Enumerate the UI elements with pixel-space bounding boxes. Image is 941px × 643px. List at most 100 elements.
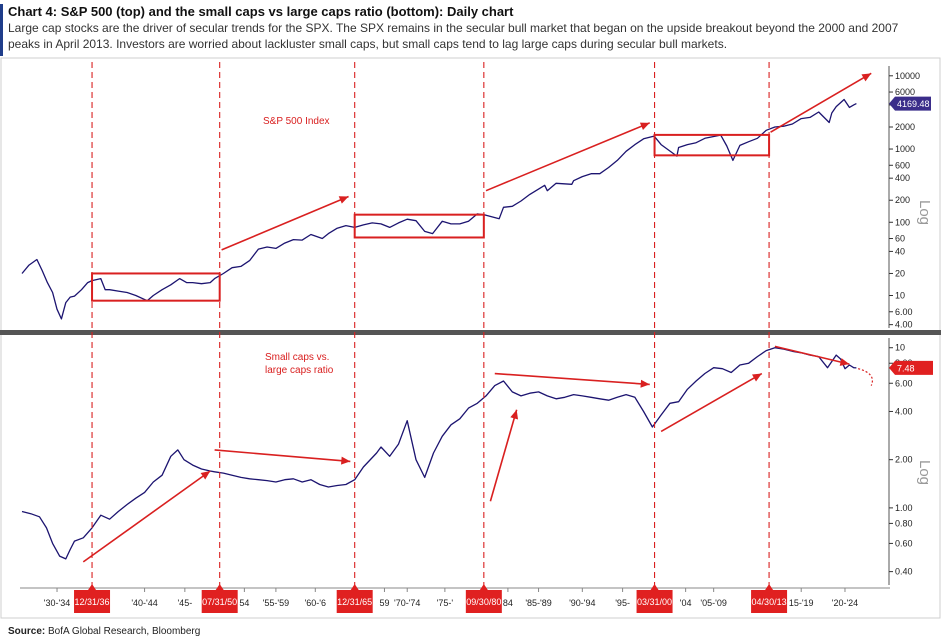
panel-divider (0, 330, 941, 335)
trend-arrow (485, 122, 651, 192)
x-tick-label: '55-'59 (263, 598, 289, 608)
top-ytick-label: 10 (895, 291, 905, 301)
x-tick-label: '70-'74 (394, 598, 420, 608)
bottom-ytick-label: 10 (895, 343, 905, 353)
sp500-line (21, 98, 857, 320)
key-date-label: 07/31/50 (202, 597, 237, 607)
top-ytick-label: 40 (895, 246, 905, 256)
trend-arrow-head (639, 122, 650, 130)
trend-arrow-head (338, 196, 349, 204)
key-date-flag-pointer (350, 584, 359, 590)
top-ytick-label: 6.00 (895, 307, 913, 317)
key-date-flag-pointer (88, 584, 97, 590)
key-date-label: 03/31/00 (637, 597, 672, 607)
chart-annotations (82, 62, 873, 590)
x-tick-label: 59 (379, 598, 389, 608)
top-ytick-label: 6000 (895, 87, 915, 97)
trend-arrow-head (861, 73, 872, 82)
chart-background (0, 57, 941, 619)
key-date-flag (751, 590, 788, 613)
x-tick-label: '30-'34 (44, 598, 70, 608)
key-date-label: 12/31/65 (337, 597, 372, 607)
ratio-panel: 108.006.004.002.001.000.800.600.40LogSma… (21, 343, 933, 577)
top-ytick-label: 400 (895, 173, 910, 183)
ratio-annotation-line: large caps ratio (265, 365, 334, 376)
title-accent-bar (0, 4, 3, 56)
trend-arrow-head (510, 409, 519, 420)
trend-arrow (494, 372, 650, 386)
trend-arrow (660, 372, 763, 433)
source-text: BofA Global Research, Bloomberg (48, 626, 201, 637)
trend-arrow (214, 449, 351, 463)
source-note: Source: BofA Global Research, Bloomberg (8, 626, 200, 637)
key-date-flag-pointer (765, 584, 774, 590)
ratio-annotation-line: Small caps vs. (265, 352, 329, 363)
key-date-label: 12/31/36 (75, 597, 110, 607)
key-date-flag-pointer (479, 584, 488, 590)
trend-arrow (82, 470, 211, 563)
top-ytick-label: 1000 (895, 144, 915, 154)
x-tick-label: '40-'44 (131, 598, 157, 608)
key-date-flag (201, 590, 238, 613)
chart-subtitle: Large cap stocks are the driver of secul… (8, 21, 899, 51)
trend-arrow (221, 195, 349, 251)
x-tick-label: '04 (680, 598, 692, 608)
key-date-label: 04/30/13 (752, 597, 787, 607)
key-date-flag-pointer (650, 584, 659, 590)
consolidation-box (353, 213, 485, 239)
bottom-ytick-label: 2.00 (895, 455, 913, 465)
sp500-last-value-badge-label: 4169.48 (897, 99, 930, 109)
sp500-panel: 1000060004000200010006004002001006040201… (21, 71, 933, 330)
top-ytick-label: 4.00 (895, 320, 913, 330)
trend-arrow-head (752, 373, 762, 382)
x-tick-label: '60-'6 (305, 598, 326, 608)
key-date-flag (636, 590, 673, 613)
trend-arrow-head (341, 456, 351, 465)
sp500-last-value-badge (889, 96, 931, 111)
bottom-log-axis-label: Log (916, 460, 933, 485)
x-tick-label: '95- (615, 598, 630, 608)
key-date-flag (336, 590, 373, 613)
key-date-flag (465, 590, 502, 613)
bottom-ytick-label: 0.60 (895, 538, 913, 548)
source-label: Source: (8, 626, 46, 637)
ratio-line (21, 347, 857, 560)
top-ytick-label: 10000 (895, 71, 920, 81)
key-date-label: 09/30/80 (466, 597, 501, 607)
x-tick-label: '20-'24 (832, 598, 858, 608)
x-tick-label: 54 (239, 598, 249, 608)
top-ytick-label: 100 (895, 217, 910, 227)
x-tick-label: '90-'94 (569, 598, 595, 608)
trend-arrow-head (640, 379, 650, 388)
chart-frame (0, 57, 941, 619)
x-tick-label: '05-'09 (700, 598, 726, 608)
x-tick-label: '45- (177, 598, 192, 608)
top-ytick-label: 2000 (895, 122, 915, 132)
top-log-axis-label: Log (916, 200, 933, 225)
top-ytick-label: 600 (895, 160, 910, 170)
bottom-ytick-label: 4.00 (895, 406, 913, 416)
top-ytick-label: 20 (895, 268, 905, 278)
key-date-flag-pointer (215, 584, 224, 590)
trend-arrow-head (200, 470, 211, 480)
ratio-annotation: Small caps vs. large caps ratio (265, 352, 334, 376)
trend-arrow (774, 345, 850, 365)
sp500-annotation: S&P 500 Index (263, 116, 330, 127)
bottom-ytick-label: 0.40 (895, 567, 913, 577)
ratio-last-value-badge (889, 360, 933, 375)
trend-arrow-head (839, 358, 850, 366)
top-ytick-label: 60 (895, 234, 905, 244)
key-date-flag (74, 590, 111, 613)
bottom-ytick-label: 1.00 (895, 503, 913, 513)
x-tick-label: '85-'89 (525, 598, 551, 608)
ratio-last-value-badge-label: 7.48 (897, 363, 915, 373)
chart-title: Chart 4: S&P 500 (top) and the small cap… (8, 4, 514, 19)
bottom-ytick-label: 0.80 (895, 518, 913, 528)
top-ytick-label: 200 (895, 195, 910, 205)
trend-arrow (489, 409, 518, 502)
x-tick-label: 15-'19 (789, 598, 814, 608)
consolidation-box (653, 133, 771, 157)
consolidation-box (91, 272, 221, 302)
projection-path (857, 368, 873, 386)
